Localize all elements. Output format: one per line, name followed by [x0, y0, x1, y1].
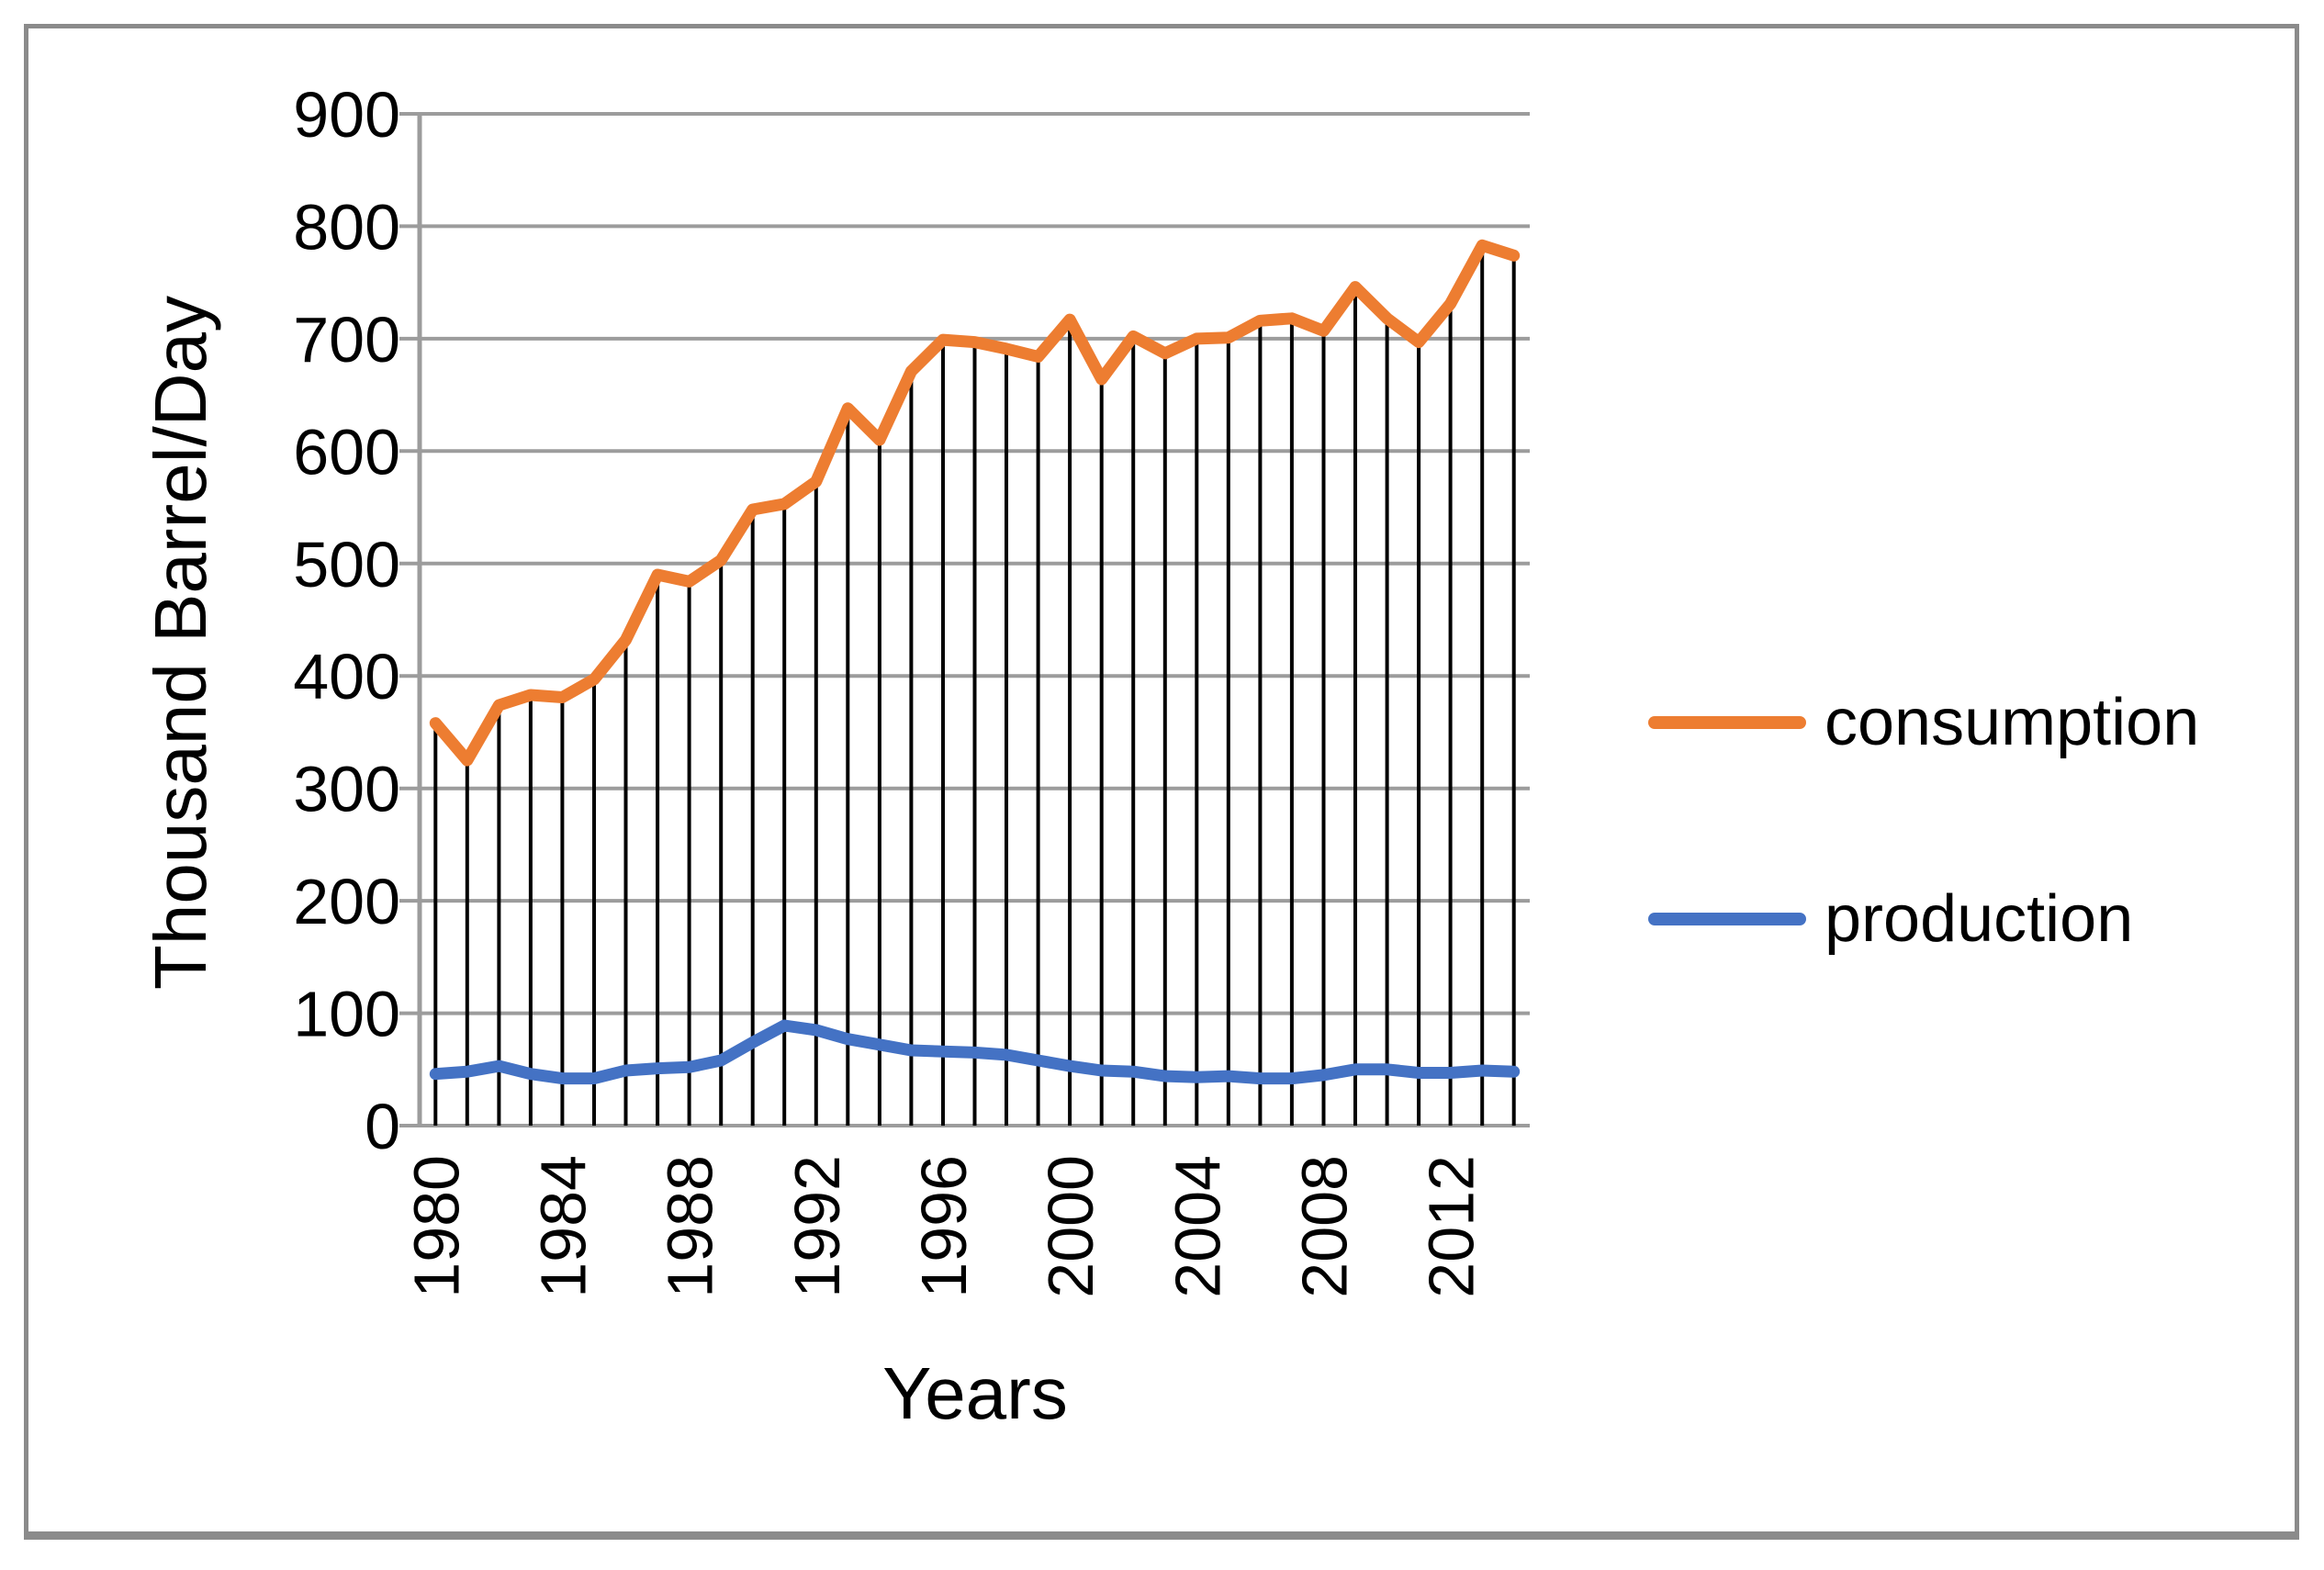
x-tick-label-2004: 2004 — [1162, 1155, 1233, 1298]
y-tick-label-700: 700 — [293, 304, 400, 376]
y-tick-label-200: 200 — [293, 866, 400, 937]
x-tick-label-2012: 2012 — [1416, 1155, 1488, 1298]
legend-item-consumption: consumption — [1648, 684, 2199, 761]
x-tick-label-1984: 1984 — [527, 1155, 599, 1298]
y-axis-title: Thousand Barrel/Day — [140, 296, 221, 990]
y-tick-label-300: 300 — [293, 754, 400, 825]
y-tick-label-900: 900 — [293, 79, 400, 151]
chart-frame — [24, 24, 2299, 1540]
x-tick-label-1980: 1980 — [400, 1155, 472, 1298]
x-tick-label-1988: 1988 — [655, 1155, 726, 1298]
y-tick-label-400: 400 — [293, 641, 400, 712]
y-tick-label-0: 0 — [365, 1091, 400, 1162]
y-tick-label-100: 100 — [293, 979, 400, 1050]
x-tick-label-1992: 1992 — [781, 1155, 853, 1298]
production-line — [429, 1019, 1521, 1085]
x-tick-label-2000: 2000 — [1035, 1155, 1106, 1298]
x-tick-label-1996: 1996 — [908, 1155, 980, 1298]
production-line-swatch — [1648, 913, 1806, 925]
y-tick-label-800: 800 — [293, 191, 400, 263]
x-axis-title: Years — [882, 1352, 1068, 1434]
y-tick-label-600: 600 — [293, 416, 400, 488]
consumption-line-swatch — [1648, 716, 1806, 729]
legend: consumption production — [1648, 684, 2199, 958]
y-tick-label-500: 500 — [293, 529, 400, 600]
legend-label-consumption: consumption — [1824, 686, 2200, 759]
x-tick-label-2008: 2008 — [1289, 1155, 1361, 1298]
legend-label-production: production — [1824, 882, 2134, 956]
consumption-line — [429, 239, 1521, 767]
legend-item-production: production — [1648, 880, 2199, 958]
